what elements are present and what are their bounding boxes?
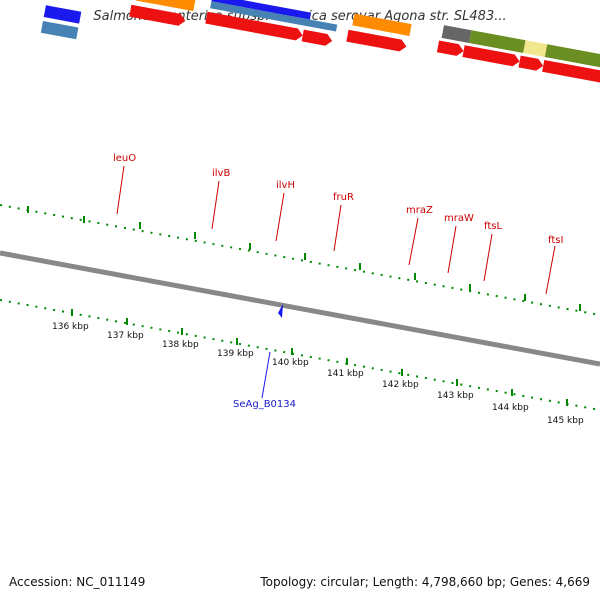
kbp-label: 139 kbp <box>217 349 254 359</box>
kbp-label: 141 kbp <box>327 369 364 379</box>
gene-label-ilvB[interactable]: ilvB <box>212 168 230 179</box>
ftsI-olive-feature <box>544 44 600 81</box>
mraZ-grey-feature <box>441 25 472 43</box>
gene-label-mraW[interactable]: mraW <box>444 213 474 224</box>
locus-leader <box>261 351 271 399</box>
upper-ruler <box>0 204 600 316</box>
gene-leaders <box>116 165 556 295</box>
kbp-label: 142 kbp <box>382 380 419 390</box>
gene-label-leuO[interactable]: leuO <box>113 153 136 164</box>
lower-ruler <box>0 299 600 411</box>
kbp-labels: 136 kbp 137 kbp 138 kbp 139 kbp 140 kbp … <box>52 322 584 426</box>
gene-labels: leuO ilvB ilvH fruR mraZ mraW ftsL ftsI <box>113 153 563 246</box>
accession-text: Accession: NC_011149 <box>9 575 146 589</box>
gene-label-mraZ[interactable]: mraZ <box>406 205 433 216</box>
genome-backbone <box>0 250 600 367</box>
kbp-label: 136 kbp <box>52 322 89 332</box>
ilvB-steel-feature <box>210 1 338 32</box>
gene-label-fruR[interactable]: fruR <box>333 192 354 203</box>
locus-label[interactable]: SeAg_B0134 <box>233 399 296 410</box>
gene-label-ilvH[interactable]: ilvH <box>276 180 295 191</box>
kbp-label: 138 kbp <box>162 340 199 350</box>
features <box>40 0 600 89</box>
ftsI-arrow <box>542 59 600 89</box>
kbp-label: 144 kbp <box>492 403 529 413</box>
ftsL-arrow <box>518 55 544 71</box>
ilvH-arrow <box>301 29 333 46</box>
mraZ-arrow <box>436 40 464 56</box>
locus-marker[interactable] <box>278 304 283 318</box>
mraW-olive-feature <box>469 30 526 53</box>
ilvB-arrow <box>205 11 303 41</box>
leuO-feature <box>136 0 196 12</box>
kbp-label: 145 kbp <box>547 416 584 426</box>
mraW-arrow <box>462 45 520 67</box>
leuO-arrow <box>129 4 186 26</box>
kbp-label: 140 kbp <box>272 358 309 368</box>
fruR-arrow <box>346 29 407 52</box>
topology-summary: Topology: circular; Length: 4,798,660 bp… <box>260 575 590 589</box>
upper-major-ticks <box>27 206 581 311</box>
lower-major-ticks <box>71 309 568 406</box>
kbp-label: 137 kbp <box>107 331 144 341</box>
gene-label-ftsL[interactable]: ftsL <box>484 221 502 232</box>
gene-label-ftsI[interactable]: ftsI <box>548 235 563 246</box>
steel-feature <box>40 20 79 40</box>
ftsL-yellow-feature <box>523 40 548 58</box>
fruR-feature <box>352 13 412 36</box>
ilvB-feature <box>211 0 312 20</box>
kbp-label: 143 kbp <box>437 391 474 401</box>
blue-feature <box>43 5 82 24</box>
